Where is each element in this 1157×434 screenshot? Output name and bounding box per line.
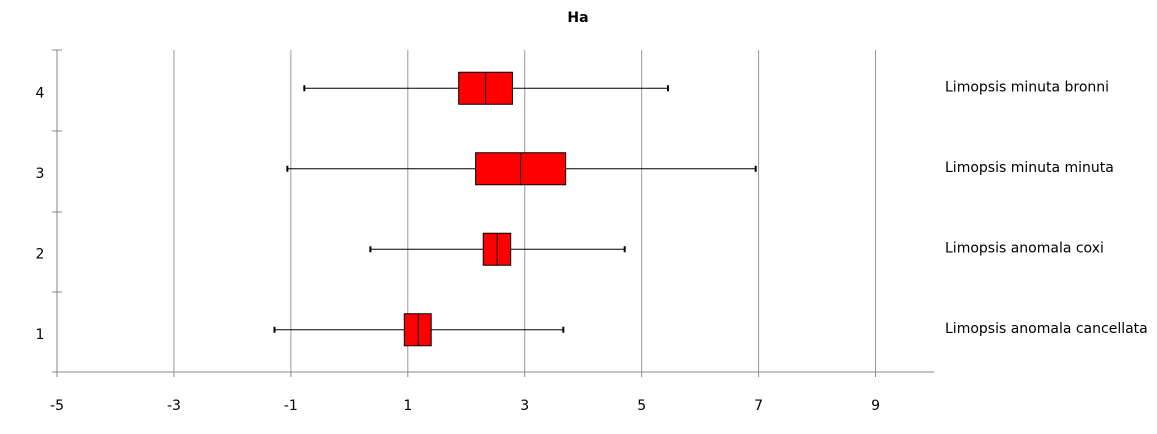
x-tick-label: -1 [284,398,298,414]
group-label: Limopsis minuta bronni [945,79,1109,95]
x-tick-label: 7 [754,398,763,414]
x-tick-label: 3 [520,398,529,414]
group-label: Limopsis minuta minuta [945,160,1114,176]
group-label: Limopsis anomala coxi [945,240,1104,256]
group-label: Limopsis anomala cancellata [945,321,1148,337]
y-tick-label: 4 [36,85,45,101]
y-tick-label: 1 [36,327,45,343]
y-tick-label: 2 [36,246,45,262]
x-tick-label: 9 [871,398,880,414]
y-tick-label: 3 [36,166,45,182]
chart-title: Ha [567,10,588,26]
x-tick-label: -5 [50,398,64,414]
x-tick-label: -3 [167,398,181,414]
x-tick-label: 1 [403,398,412,414]
x-tick-label: 5 [637,398,646,414]
box [403,313,432,347]
